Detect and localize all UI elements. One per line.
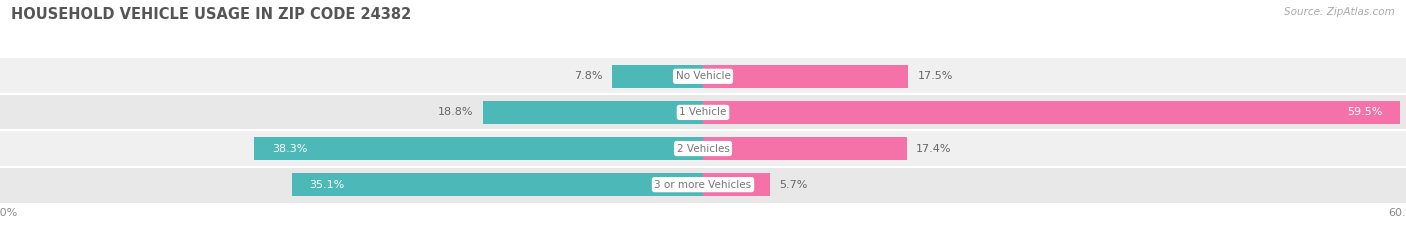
Bar <box>0 130 1406 167</box>
Bar <box>292 173 703 196</box>
Text: 5.7%: 5.7% <box>779 180 807 190</box>
Bar <box>254 137 703 160</box>
Bar <box>703 101 1400 124</box>
Text: 3 or more Vehicles: 3 or more Vehicles <box>654 180 752 190</box>
Text: 2 Vehicles: 2 Vehicles <box>676 144 730 154</box>
Text: 17.4%: 17.4% <box>917 144 952 154</box>
Text: No Vehicle: No Vehicle <box>675 71 731 81</box>
Text: Source: ZipAtlas.com: Source: ZipAtlas.com <box>1284 7 1395 17</box>
Text: 38.3%: 38.3% <box>271 144 307 154</box>
Bar <box>703 137 907 160</box>
Bar <box>612 65 703 88</box>
Bar <box>703 65 908 88</box>
Bar <box>0 58 1406 94</box>
Text: 18.8%: 18.8% <box>437 107 474 117</box>
Bar <box>703 173 770 196</box>
Text: HOUSEHOLD VEHICLE USAGE IN ZIP CODE 24382: HOUSEHOLD VEHICLE USAGE IN ZIP CODE 2438… <box>11 7 412 22</box>
Text: 17.5%: 17.5% <box>917 71 953 81</box>
Bar <box>482 101 703 124</box>
Text: 7.8%: 7.8% <box>574 71 602 81</box>
Bar <box>0 94 1406 130</box>
Text: 59.5%: 59.5% <box>1347 107 1382 117</box>
Bar <box>0 167 1406 203</box>
Text: 35.1%: 35.1% <box>309 180 344 190</box>
Text: 1 Vehicle: 1 Vehicle <box>679 107 727 117</box>
